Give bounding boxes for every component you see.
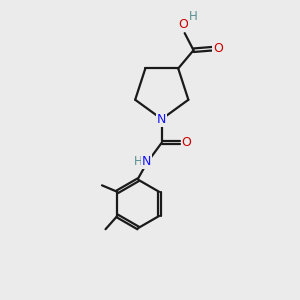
- Text: O: O: [178, 18, 188, 31]
- Text: O: O: [213, 42, 223, 55]
- Text: H: H: [189, 10, 197, 22]
- Text: N: N: [157, 112, 167, 126]
- Text: H: H: [134, 155, 142, 168]
- Text: O: O: [182, 136, 191, 149]
- Text: N: N: [142, 155, 151, 168]
